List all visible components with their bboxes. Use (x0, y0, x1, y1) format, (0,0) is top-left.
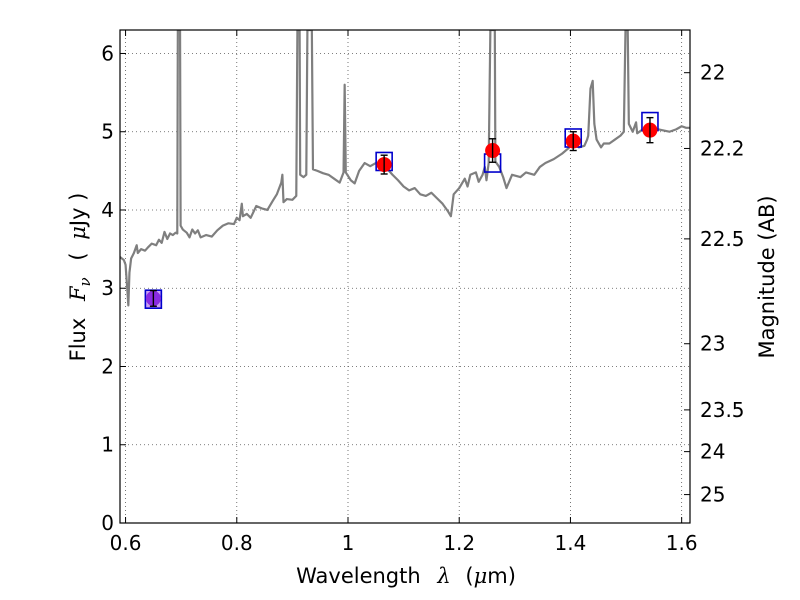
error-bar (646, 116, 654, 144)
x-tick-label: 1.4 (555, 531, 587, 555)
error-bar (149, 289, 157, 307)
x-tick-label: 0.8 (221, 531, 253, 555)
y2-tick-label: 23 (700, 332, 725, 356)
x-tick-label: 1 (342, 531, 355, 555)
x-tick-label: 1.6 (666, 531, 698, 555)
x-axis-label-unit-mu: μ (474, 564, 488, 588)
y2-tick-label: 22 (700, 61, 725, 85)
x-axis-label-text: Wavelength (296, 564, 421, 588)
y-tick-label: 4 (101, 198, 114, 222)
x-tick-label: 0.6 (110, 531, 142, 555)
y-tick-label: 0 (101, 511, 114, 535)
y-tick-label: 5 (101, 120, 114, 144)
template-spectrum-layer (120, 30, 690, 307)
grid-lines (120, 30, 690, 523)
y-axis-label-unit-open: ( (66, 252, 90, 260)
y2-tick-label: 22.5 (700, 227, 745, 251)
x-axis-label-unit-close: m) (487, 564, 516, 588)
model-box-layer (144, 111, 659, 309)
y2-axis-label: Magnitude (AB) (755, 195, 779, 358)
plot-frame (119, 29, 691, 524)
y-axis-label-symbol: F (66, 285, 90, 302)
error-bar (489, 138, 497, 163)
x-tick-label: 1.2 (443, 531, 475, 555)
y-tick-label: 3 (101, 276, 114, 300)
x-axis-label: Wavelength λ (μm) (296, 564, 516, 588)
template-spectrum-line (120, 30, 690, 307)
y2-tick-label: 22.2 (700, 136, 745, 160)
y-axis-label: Flux Fν ( μJy ) (66, 193, 95, 362)
error-bar (569, 131, 577, 152)
y-axis-label-subscript: ν (76, 277, 94, 286)
y2-tick-label: 23.5 (700, 398, 745, 422)
y-tick-label: 1 (101, 433, 114, 457)
error-bar (380, 154, 388, 175)
y-tick-label: 2 (101, 354, 114, 378)
axis-ticks: 0.6 0.8 1 1.2 1.4 1.601234562222.222.52323.52… (101, 30, 745, 555)
x-axis-label-unit-open: ( (465, 564, 473, 588)
y2-tick-label: 25 (700, 483, 725, 507)
observed-points-layer (145, 116, 658, 307)
x-axis-label-symbol: λ (436, 564, 450, 588)
y-axis-label-unit-mu: μ (66, 226, 90, 240)
y-axis-label-unit-close: Jy ) (66, 193, 90, 229)
y-axis-label-text: Flux (66, 318, 90, 362)
y2-tick-label: 24 (700, 440, 725, 464)
y-tick-label: 6 (101, 41, 114, 65)
